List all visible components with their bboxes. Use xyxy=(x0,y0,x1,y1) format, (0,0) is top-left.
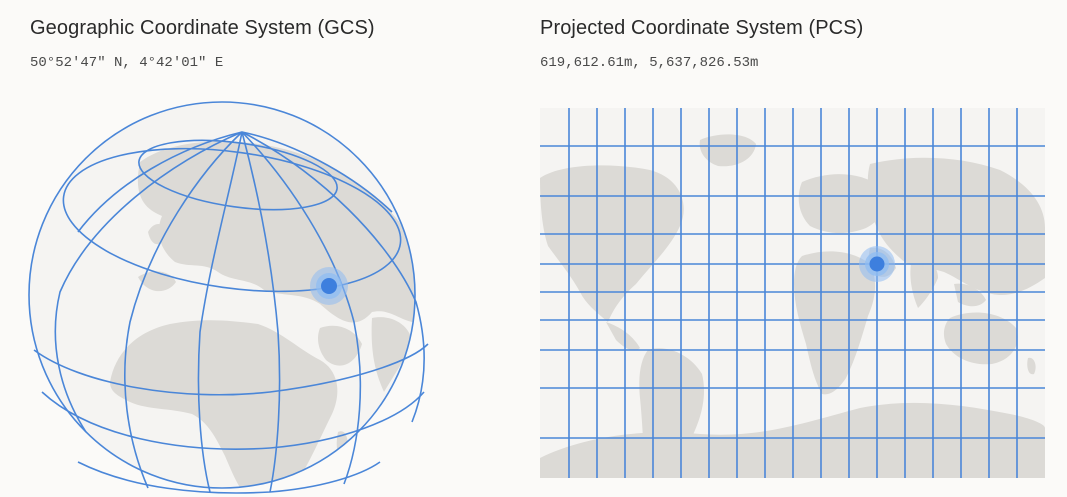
globe-meridian-5 xyxy=(241,131,362,485)
map-land-north-america xyxy=(540,165,684,322)
map-land-europe xyxy=(798,174,885,234)
map-land-australia xyxy=(943,312,1018,365)
map-grid xyxy=(540,108,1045,478)
globe-meridian-3 xyxy=(197,131,243,493)
location-dot-icon xyxy=(859,246,895,282)
projected-map-illustration xyxy=(540,108,1045,478)
map-landmasses xyxy=(540,134,1045,478)
gcs-coordinates: 50°52'47" N, 4°42'01" E xyxy=(30,55,224,71)
map-land-new-zealand xyxy=(1027,357,1036,375)
pcs-coordinates: 619,612.61m, 5,637,826.53m xyxy=(540,55,759,71)
globe-land-india xyxy=(371,317,412,392)
location-dot-icon xyxy=(310,267,348,305)
map-land-india xyxy=(910,257,938,308)
globe-meridian-8 xyxy=(241,131,393,213)
globe-land-arabia xyxy=(318,325,362,366)
globe-illustration xyxy=(28,101,429,494)
map-land-africa xyxy=(794,251,876,395)
globe-meridian-6 xyxy=(241,131,425,423)
globe-land-scandinavia xyxy=(188,154,233,212)
globe-meridian-7 xyxy=(77,131,243,233)
gcs-title: Geographic Coordinate System (GCS) xyxy=(30,17,375,39)
globe-parallel-50n xyxy=(62,147,402,293)
globe-parallel-25n xyxy=(33,343,429,396)
globe-outline xyxy=(28,101,416,489)
map-land-southeast-asia xyxy=(954,283,986,307)
globe-meridian-2 xyxy=(124,131,243,489)
globe-graticule xyxy=(28,101,429,494)
globe-parallel-75n xyxy=(138,139,338,211)
globe-parallel-0 xyxy=(41,391,425,450)
globe-parallel-25s xyxy=(77,461,381,494)
map-land-central-america xyxy=(606,322,640,351)
map-land-greenland xyxy=(699,134,756,167)
globe-meridian-1 xyxy=(54,131,243,433)
globe-land-africa xyxy=(110,320,338,488)
pcs-title: Projected Coordinate System (PCS) xyxy=(540,17,864,39)
globe-meridian-4 xyxy=(241,131,281,493)
